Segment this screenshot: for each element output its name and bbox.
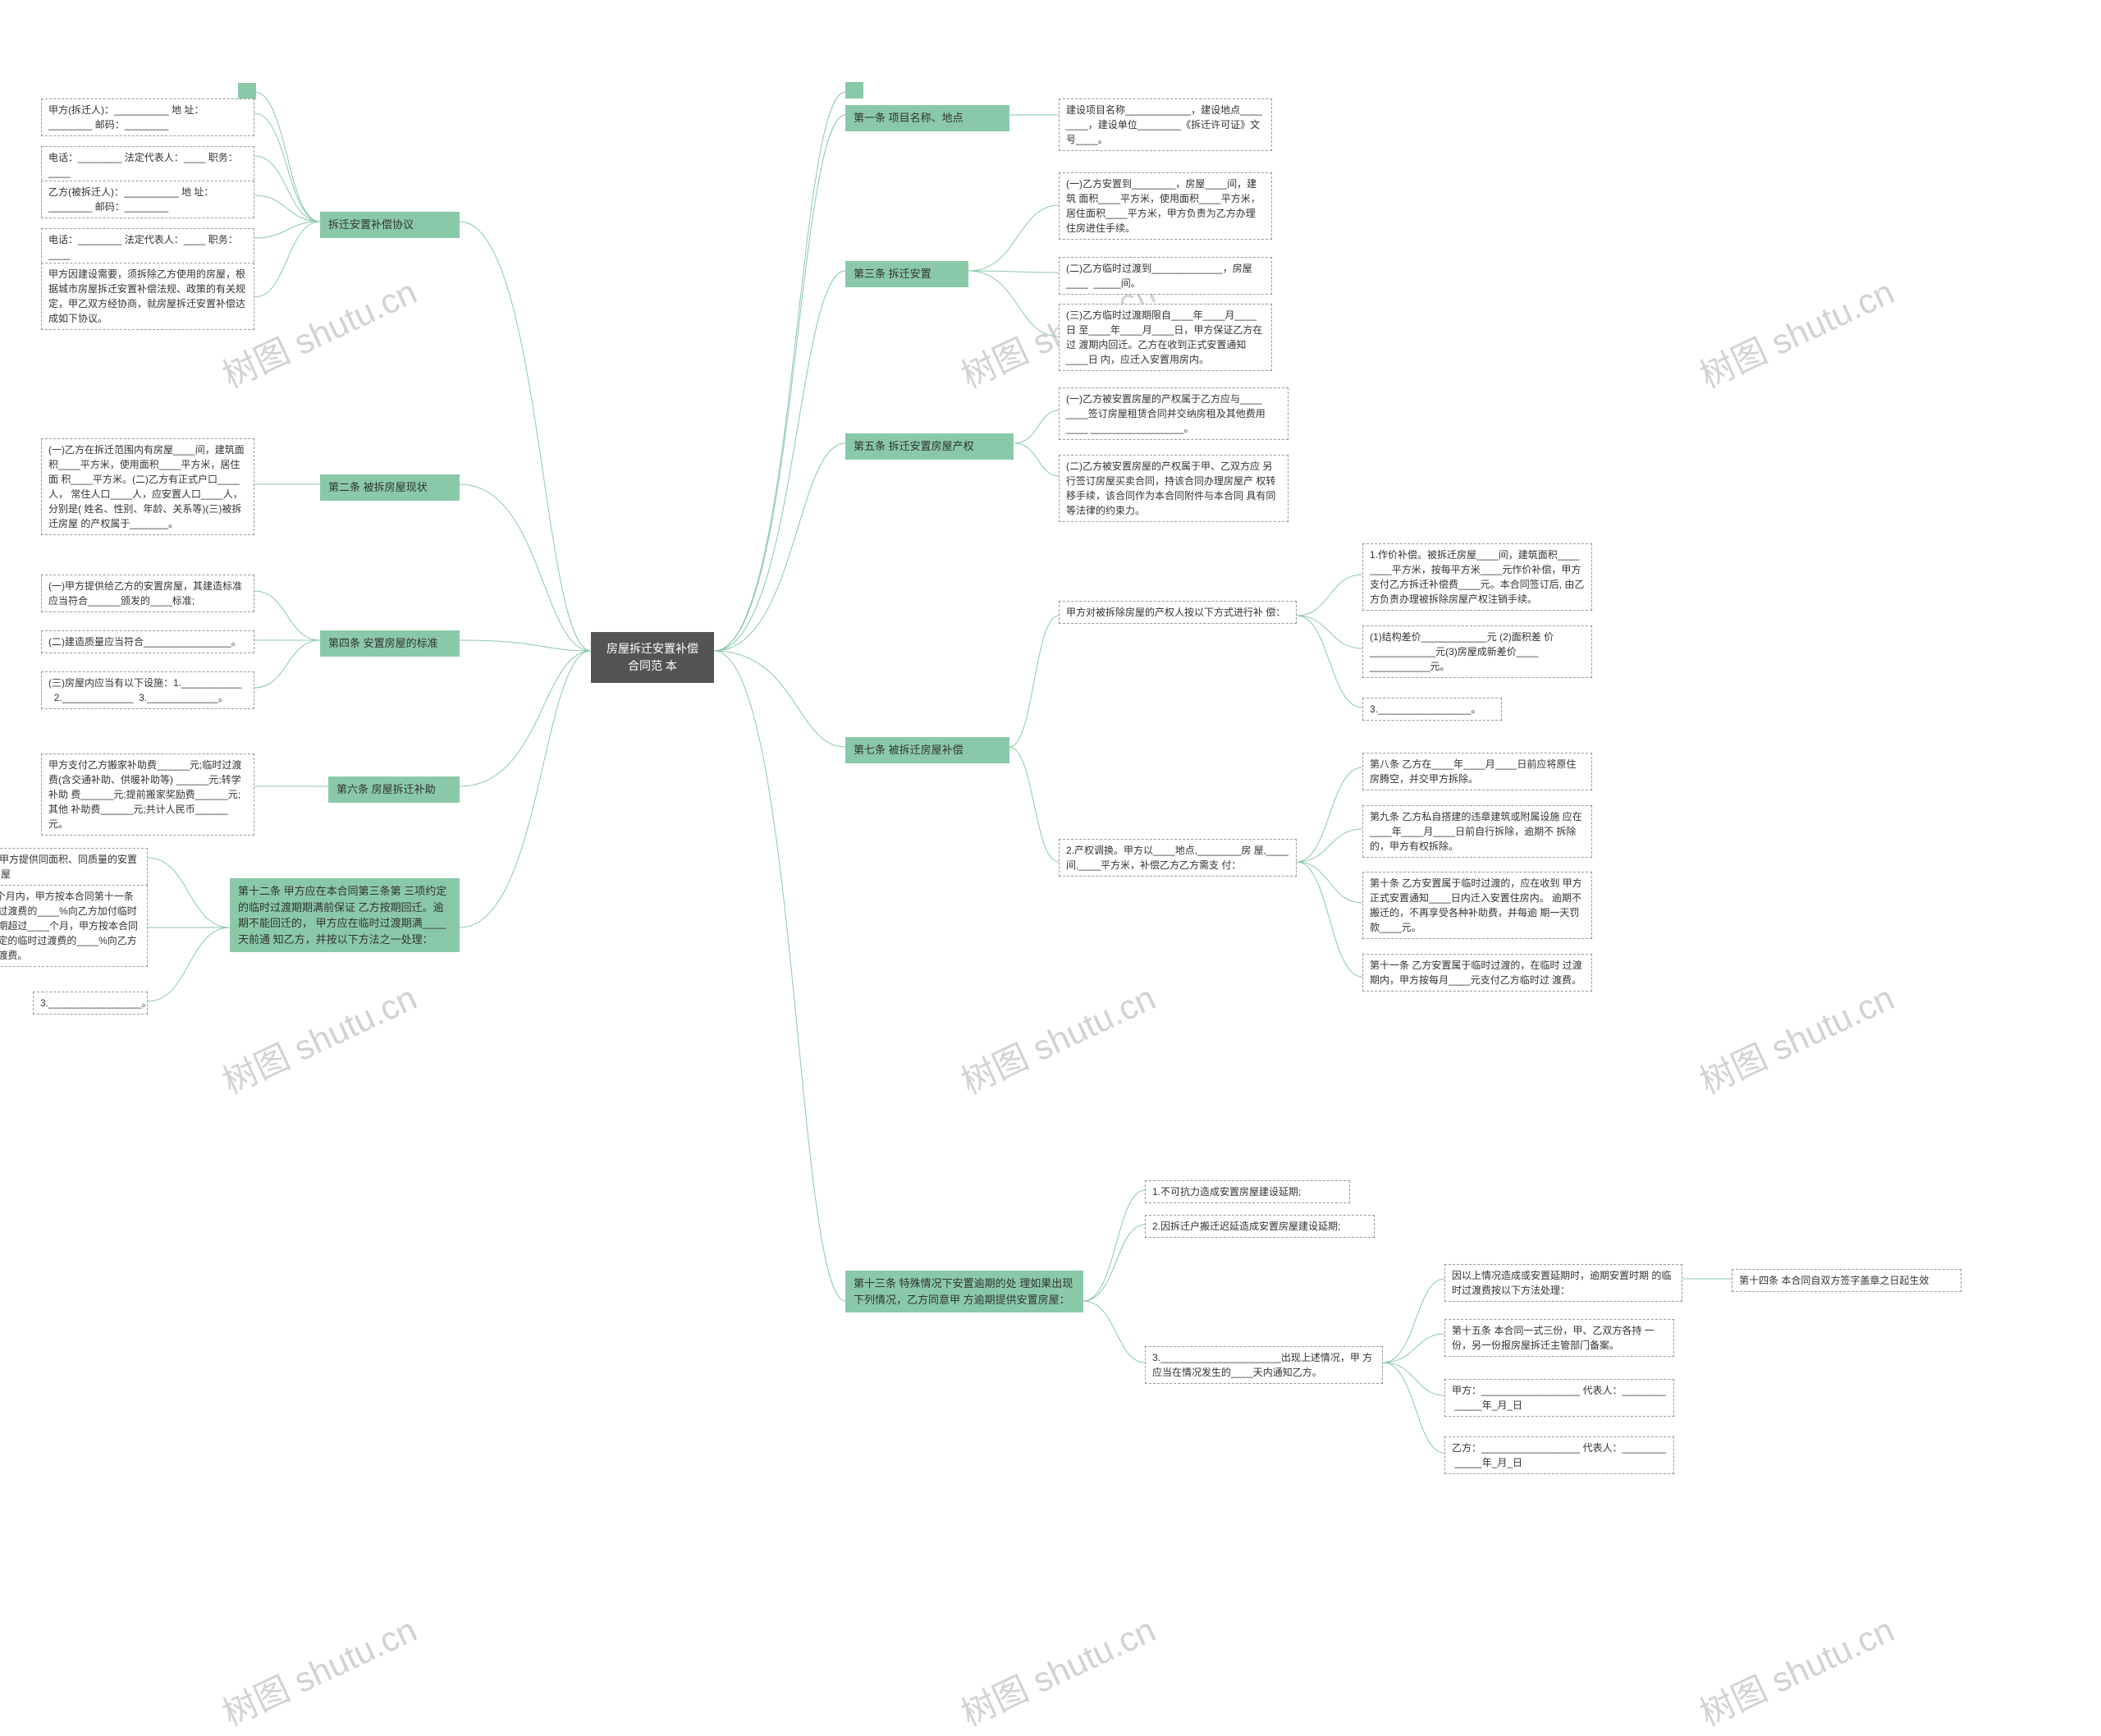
leaf-l0-2: 乙方(被拆迁人)：__________ 地 址：________ 邮码：____… (41, 181, 254, 218)
leaf-r2-0: (一)乙方被安置房屋的产权属于乙方应与____ ____签订房屋租赁合同并交纳房… (1059, 387, 1289, 440)
leaf-l4-1: 2.逾期____个月内，甲方按本合同第十一条约 定的临时过渡费的____%向乙方… (0, 885, 148, 967)
watermark: 树图 shutu.cn (1691, 970, 1901, 1104)
leaf-r3s2-0: 第八条 乙方在____年____月____日前应将原住 房腾空，并交甲方拆除。 (1362, 753, 1592, 790)
leaf-r4s3-1: 第十五条 本合同一式三份，甲、乙双方各持 一份，另一份报房屋拆迁主管部门备案。 (1444, 1319, 1674, 1357)
leaf-l3-0: 甲方支付乙方搬家补助费______元;临时过渡 费(含交通补助、供暖补助等) _… (41, 753, 254, 836)
leaf-l0-4: 甲方因建设需要，须拆除乙方使用的房屋，根 据城市房屋拆迁安置补偿法规、政策的有关… (41, 263, 254, 330)
topic-r4: 第十三条 特殊情况下安置逾期的处 理如果出现下列情况，乙方同意甲 方逾期提供安置… (845, 1271, 1083, 1312)
leaf-r3-sub2: 2.产权调换。甲方以____地点,________房 屋,____间,____平… (1059, 839, 1297, 877)
topic-l3: 第六条 房屋拆迁补助 (328, 776, 460, 803)
connectors (0, 0, 2101, 1696)
leaf-r3s1-0: 1.作价补偿。被拆迁房屋____间，建筑面积____ ____平方米，按每平方米… (1362, 543, 1592, 611)
leaf-r1-2: (三)乙方临时过渡期限自____年____月____日 至____年____月_… (1059, 304, 1272, 371)
leaf-l2-2: (三)房屋内应当有以下设施：1.___________ 2.__________… (41, 671, 254, 709)
leaf-r4-sub3: 3.______________________出现上述情况，甲 方应当在情况发… (1145, 1346, 1383, 1384)
leaf-r1-0: (一)乙方安置到________，房屋____间，建筑 面积____平方米，使用… (1059, 172, 1272, 240)
leaf-l0-3: 电话：________ 法定代表人：____ 职务：____ (41, 228, 254, 266)
topic-r3: 第七条 被拆迁房屋补偿 (845, 737, 1009, 763)
watermark: 树图 shutu.cn (1691, 264, 1901, 398)
watermark: 树图 shutu.cn (1691, 1602, 1901, 1736)
topic-l0: 拆迁安置补偿协议 (320, 212, 460, 238)
leaf-r3s1-1: (1)结构差价____________元 (2)面积差 价___________… (1362, 625, 1592, 678)
leaf-l0-0: 甲方(拆迁人)：__________ 地 址：________ 邮码：_____… (41, 98, 254, 136)
leaf-r4s3-2: 甲方：__________________ 代表人：________ _____… (1444, 1379, 1674, 1417)
leaf-r1-1: (二)乙方临时过渡到_____________，房屋____ _____间。 (1059, 257, 1272, 295)
leaf-l4-0: 1.甲方提供同面积、同质量的安置房屋 (0, 848, 148, 886)
leaf-r3s2-1: 第九条 乙方私自搭建的违章建筑或附属设施 应在____年____月____日前自… (1362, 805, 1592, 858)
watermark: 树图 shutu.cn (952, 970, 1162, 1104)
topic-l1: 第二条 被拆房屋现状 (320, 474, 460, 501)
leaf-r3s1-2: 3._________________。 (1362, 698, 1502, 721)
leaf-r2-1: (二)乙方被安置房屋的产权属于甲、乙双方应 另行签订房屋买卖合同，持该合同办理房… (1059, 455, 1289, 522)
leaf-r3s2-3: 第十一条 乙方安置属于临时过渡的，在临时 过渡期内，甲方按每月____元支付乙方… (1362, 954, 1592, 992)
leaf-r4s3-0: 因以上情况造成或安置延期时，逾期安置时期 的临时过渡费按以下方法处理： (1444, 1264, 1682, 1302)
watermark: 树图 shutu.cn (213, 1602, 423, 1736)
leaf-r3-sub1: 甲方对被拆除房屋的产权人按以下方式进行补 偿： (1059, 601, 1297, 624)
topic-l4: 第十二条 甲方应在本合同第三条第 三项约定的临时过渡期期满前保证 乙方按期回迁。… (230, 878, 460, 952)
topic-r2: 第五条 拆迁安置房屋产权 (845, 433, 1014, 460)
tiny-node (845, 82, 863, 98)
watermark: 树图 shutu.cn (952, 1602, 1162, 1736)
watermark: 树图 shutu.cn (213, 970, 423, 1104)
leaf-r4a-0: 1.不可抗力造成安置房屋建设延期; (1145, 1180, 1350, 1203)
leaf-r0-0: 建设项目名称____________，建设地点____ ____，建设单位___… (1059, 98, 1272, 151)
topic-l2: 第四条 安置房屋的标准 (320, 630, 460, 657)
leaf-l4-2: 3._________________。 (33, 992, 148, 1015)
leaf-l1-0: (一)乙方在拆迁范围内有房屋____间，建筑面 积____平方米，使用面积___… (41, 438, 254, 535)
leaf-l0-1: 电话：________ 法定代表人：____ 职务：____ (41, 146, 254, 184)
leaf-r3s2-2: 第十条 乙方安置属于临时过渡的，应在收到 甲方正式安置通知____日内迁入安置住… (1362, 872, 1592, 939)
root-node: 房屋拆迁安置补偿合同范 本 (591, 632, 714, 683)
topic-r0: 第一条 项目名称、地点 (845, 105, 1009, 131)
tiny-node (238, 83, 256, 99)
leaf-r4-far: 第十四条 本合同自双方签字盖章之日起生效 (1732, 1269, 1961, 1292)
leaf-r4a-1: 2.因拆迁户搬迁迟延造成安置房屋建设延期; (1145, 1215, 1375, 1238)
topic-r1: 第三条 拆迁安置 (845, 261, 968, 287)
leaf-l2-1: (二)建造质量应当符合________________。 (41, 630, 254, 653)
leaf-r4s3-3: 乙方：__________________ 代表人：________ _____… (1444, 1436, 1674, 1474)
leaf-l2-0: (一)甲方提供给乙方的安置房屋，其建造标准 应当符合______颁发的____标… (41, 575, 254, 612)
